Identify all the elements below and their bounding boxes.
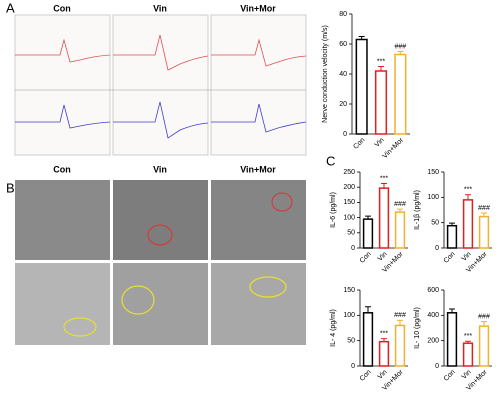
y-tick-label: 200 bbox=[427, 338, 439, 345]
x-tick-label: Con bbox=[443, 251, 457, 265]
y-axis-label: IL-6 (pg/ml) bbox=[330, 192, 337, 228]
bar bbox=[374, 70, 388, 135]
y-tick-label: 150 bbox=[427, 169, 439, 176]
y-tick-label: 80 bbox=[339, 11, 347, 18]
significance-label: *** bbox=[464, 333, 472, 340]
significance-label: ### bbox=[478, 314, 490, 321]
error-bar bbox=[481, 212, 487, 217]
y-tick-label: 0 bbox=[343, 131, 347, 138]
bar bbox=[362, 312, 374, 367]
y-tick-label: 60 bbox=[339, 41, 347, 48]
y-tick-label: 150 bbox=[343, 199, 355, 206]
x-tick-label: Con bbox=[443, 369, 457, 383]
y-tick-label: 50 bbox=[347, 338, 355, 345]
panel-label: B bbox=[6, 180, 15, 195]
y-axis-label: IL- 4 (pg/ml) bbox=[330, 309, 337, 347]
x-tick-label: Vin bbox=[377, 369, 389, 381]
significance-label: *** bbox=[377, 58, 385, 65]
bar bbox=[478, 325, 490, 367]
y-axis-label: IL- 10 (pg/ml) bbox=[414, 307, 421, 349]
bar bbox=[378, 187, 390, 249]
panel-b-images bbox=[15, 180, 306, 345]
significance-label: ### bbox=[478, 205, 490, 212]
bar bbox=[394, 53, 407, 135]
error-bar bbox=[365, 215, 371, 220]
column-label: Vin+Mor bbox=[240, 164, 276, 174]
significance-label: *** bbox=[380, 330, 388, 337]
y-tick-label: 0 bbox=[351, 245, 355, 252]
panel-label: A bbox=[6, 0, 15, 15]
bar bbox=[462, 342, 474, 367]
error-bar bbox=[481, 321, 487, 327]
bar bbox=[462, 199, 474, 249]
error-bar bbox=[397, 208, 403, 213]
bar bbox=[355, 38, 368, 135]
column-label: Vin bbox=[153, 164, 167, 174]
error-bar bbox=[397, 319, 403, 326]
x-tick-label: Vin bbox=[461, 251, 473, 263]
y-tick-label: 200 bbox=[343, 184, 355, 191]
y-tick-label: 600 bbox=[427, 287, 439, 294]
significance-label: *** bbox=[380, 175, 388, 182]
panel-label: C bbox=[326, 153, 335, 168]
panel-a-images bbox=[14, 14, 307, 156]
significance-label: ### bbox=[394, 43, 406, 50]
significance-label: ### bbox=[394, 201, 406, 208]
x-tick-label: Vin bbox=[461, 369, 473, 381]
x-tick-label: Con bbox=[359, 369, 373, 383]
x-tick-label: Vin bbox=[374, 137, 386, 149]
y-tick-label: 50 bbox=[431, 220, 439, 227]
x-tick-label: Con bbox=[352, 137, 366, 151]
column-label: Con bbox=[53, 3, 71, 13]
y-tick-label: 100 bbox=[427, 194, 439, 201]
error-bar bbox=[381, 338, 387, 342]
column-label: Vin+Mor bbox=[240, 3, 276, 13]
bar bbox=[446, 312, 458, 367]
bar bbox=[362, 218, 374, 249]
error-bar bbox=[378, 66, 384, 71]
bar bbox=[394, 211, 406, 249]
y-axis-label: Nerve conduction velocity (m/s) bbox=[322, 25, 329, 123]
significance-label: ### bbox=[394, 312, 406, 319]
y-tick-label: 100 bbox=[343, 214, 355, 221]
y-tick-label: 150 bbox=[343, 287, 355, 294]
column-label: Vin bbox=[153, 3, 167, 13]
bar bbox=[394, 324, 406, 367]
x-tick-label: Vin bbox=[377, 251, 389, 263]
x-tick-label: Con bbox=[359, 251, 373, 265]
bar bbox=[478, 215, 490, 249]
y-tick-label: 0 bbox=[351, 363, 355, 370]
y-tick-label: 400 bbox=[427, 312, 439, 319]
error-bar bbox=[397, 51, 404, 55]
error-bar bbox=[465, 194, 471, 200]
y-tick-label: 0 bbox=[435, 245, 439, 252]
y-axis-label: IL-1β (pg/ml) bbox=[414, 190, 421, 230]
y-tick-label: 0 bbox=[435, 363, 439, 370]
error-bar bbox=[465, 340, 471, 344]
error-bar bbox=[449, 308, 455, 313]
y-tick-label: 100 bbox=[343, 312, 355, 319]
bar bbox=[378, 340, 390, 367]
bar bbox=[446, 224, 458, 249]
column-label: Con bbox=[53, 164, 71, 174]
y-tick-label: 250 bbox=[343, 169, 355, 176]
y-tick-label: 40 bbox=[339, 71, 347, 78]
y-tick-label: 50 bbox=[347, 230, 355, 237]
error-bar bbox=[381, 183, 387, 189]
significance-label: *** bbox=[464, 187, 472, 194]
x-tick-label: Vin+Mor bbox=[382, 136, 406, 160]
error-bar bbox=[449, 222, 455, 226]
error-bar bbox=[365, 306, 371, 313]
error-bar bbox=[358, 36, 365, 40]
y-tick-label: 20 bbox=[339, 101, 347, 108]
